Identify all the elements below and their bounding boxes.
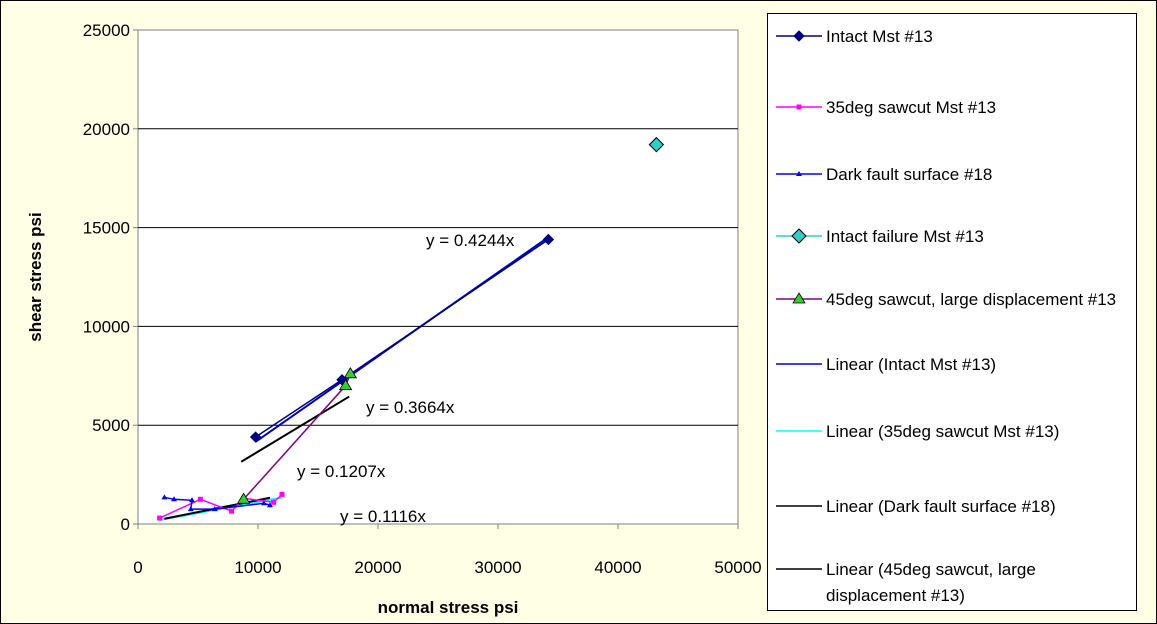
data-point (793, 30, 805, 42)
data-point (249, 431, 262, 443)
legend-symbol (776, 30, 822, 42)
data-point (343, 367, 358, 379)
trendline-equation: y = 0.3664x (366, 398, 455, 417)
data-point (197, 496, 203, 502)
data-point (796, 104, 802, 110)
data-point (161, 494, 168, 500)
legend-symbol (776, 568, 822, 570)
legend-label: Linear (Dark fault surface #18) (826, 497, 1056, 516)
data-point (171, 496, 177, 502)
data-point (211, 506, 218, 512)
series (236, 367, 358, 504)
legend-label: Linear (45deg sawcut, large displacement… (826, 560, 1036, 605)
legend-label: Intact failure Mst #13 (826, 227, 984, 246)
legend-label: Intact Mst #13 (826, 27, 933, 46)
data-point (542, 233, 555, 246)
plot-area (137, 29, 739, 525)
data-point (229, 508, 235, 514)
data-point (338, 378, 353, 391)
data-point (261, 500, 267, 506)
data-point (236, 492, 251, 504)
legend: Intact Mst #13 35deg sawcut Mst #13 Dark f… (767, 13, 1137, 611)
x-tick-label: 0 (133, 558, 142, 577)
legend-symbol (776, 104, 822, 110)
series (648, 136, 665, 153)
y-tick-label: 25000 (83, 21, 130, 40)
data-point (157, 515, 163, 521)
legend-symbol (776, 171, 822, 176)
y-tick-label: 20000 (83, 120, 130, 139)
x-tick-label: 30000 (474, 558, 521, 577)
data-point (267, 502, 273, 508)
legend-symbol (776, 430, 822, 432)
data-point (279, 491, 285, 497)
x-tick-label: 50000 (714, 558, 761, 577)
data-point (189, 497, 195, 503)
data-point (271, 499, 277, 505)
legend-symbol (776, 363, 822, 365)
legend-label: 35deg sawcut Mst #13 (826, 98, 997, 117)
legend-label: Linear (Intact Mst #13) (826, 355, 997, 374)
series (161, 494, 273, 512)
y-tick-label: 0 (121, 515, 130, 534)
y-tick-label: 10000 (83, 317, 130, 336)
legend-label: 45deg sawcut, large displacement #13 (826, 290, 1117, 309)
trendline-equation: y = 0.1207x (297, 462, 386, 481)
data-point (792, 292, 806, 304)
trendline (240, 395, 350, 463)
data-point (796, 171, 802, 176)
trendline-equation: y = 0.4244x (426, 231, 515, 250)
x-axis-label: normal stress psi (378, 598, 519, 617)
legend-symbol (776, 292, 822, 304)
data-point (791, 228, 807, 244)
data-point (648, 136, 665, 153)
y-axis-label: shear stress psi (26, 212, 45, 341)
data-point (187, 506, 194, 512)
x-tick-label: 20000 (354, 558, 401, 577)
x-tick-label: 10000 (234, 558, 281, 577)
y-tick-label: 15000 (83, 219, 130, 238)
trendline-equation: y = 0.1116x (340, 507, 426, 526)
legend-symbol (776, 505, 822, 507)
legend-symbol (776, 228, 822, 244)
legend-label: Linear (35deg sawcut Mst #13) (826, 422, 1060, 441)
y-tick-label: 5000 (92, 416, 130, 435)
legend-label: Dark fault surface #18 (826, 165, 993, 184)
x-tick-label: 40000 (594, 558, 641, 577)
chart-plot: 0 5000 10000 15000 20000 25000 0 10000 20000 300… (26, 21, 762, 617)
